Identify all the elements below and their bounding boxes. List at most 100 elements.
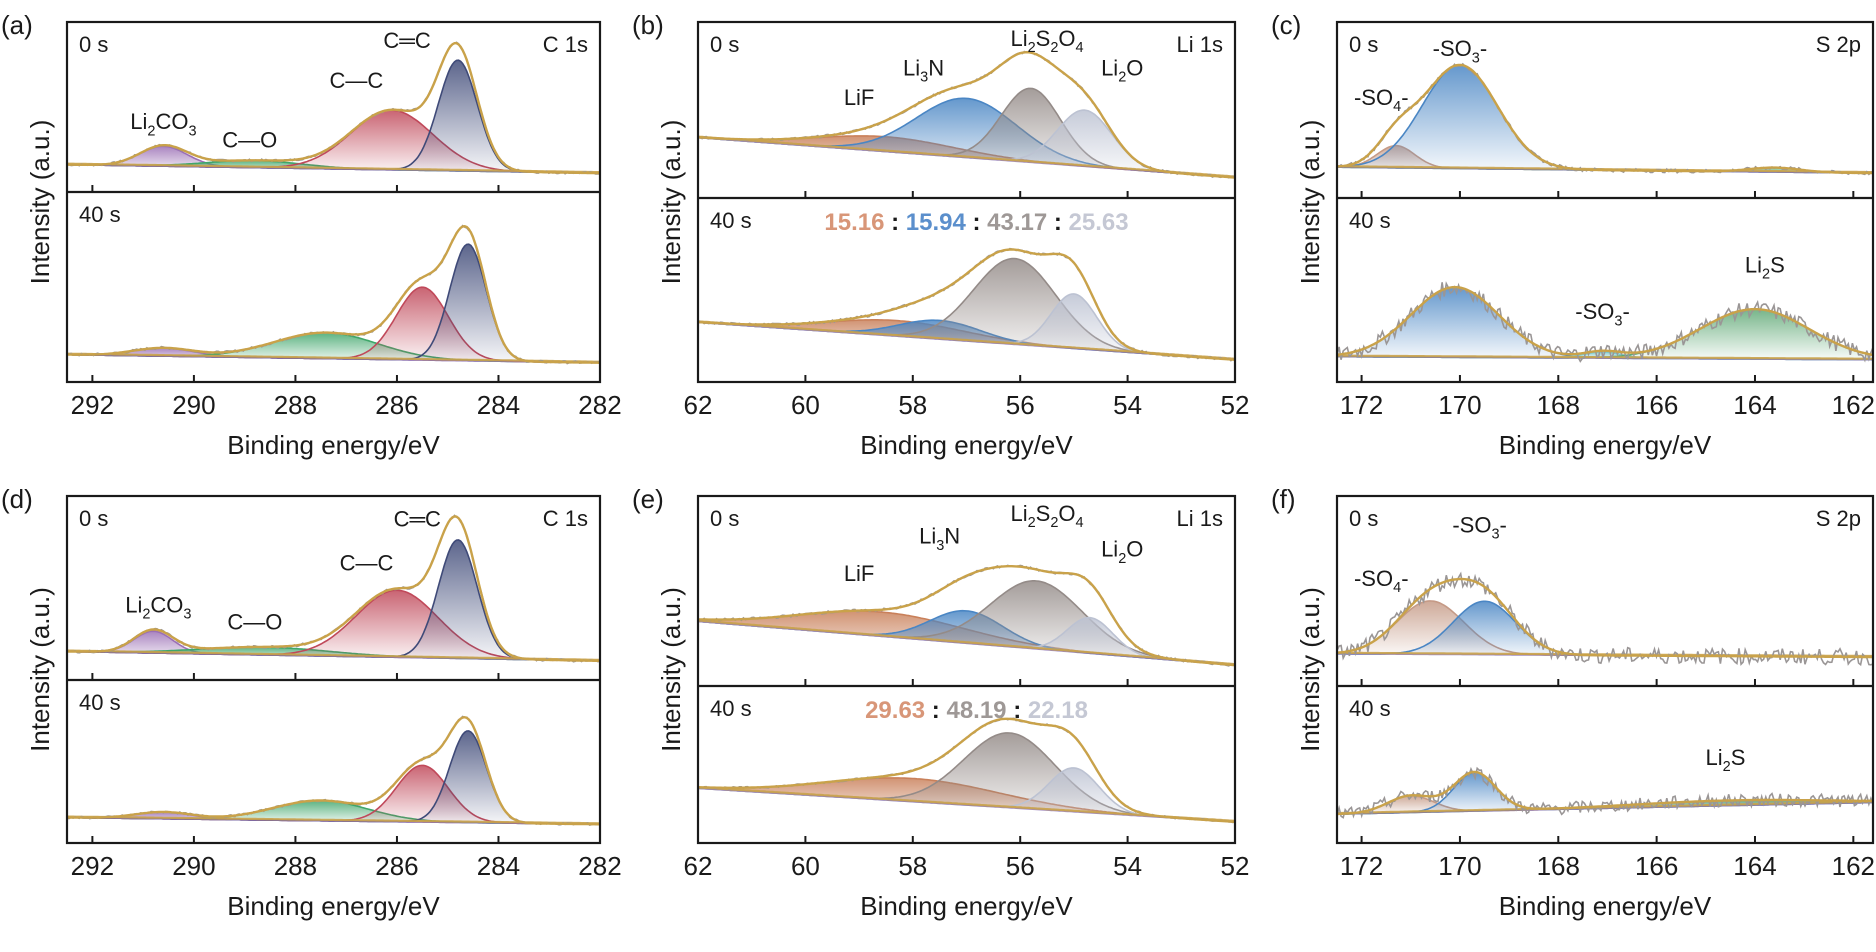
peak-annotation: C—O (227, 610, 282, 635)
x-tick-label: 164 (1733, 390, 1776, 420)
background-line (698, 619, 1235, 666)
x-tick-label: 286 (375, 851, 418, 881)
peak-fill-Li2O (698, 110, 1235, 178)
y-axis-label: Intensity (a.u.) (656, 587, 686, 752)
peak-annotation: -SO3- (1452, 512, 1507, 542)
time-label: 0 s (1349, 506, 1378, 531)
peak-fill--SO3- (1337, 772, 1873, 815)
area-ratio: 29.63 : 48.19 : 22.18 (865, 697, 1088, 724)
x-tick-label: 170 (1438, 390, 1481, 420)
x-axis-label: Binding energy/eV (860, 430, 1073, 460)
ratio-value: 48.19 (946, 697, 1006, 724)
panel-d: (d) Intensity (a.u.) Binding energy/eV 0 s C… (1, 484, 622, 921)
envelope-line (1337, 770, 1873, 816)
envelope-line (67, 715, 600, 826)
ratio-separator: : (925, 697, 946, 724)
peak-fill--SO3- (1337, 65, 1873, 174)
x-tick-label: 58 (898, 390, 927, 420)
panel-b: (b) Intensity (a.u.) Binding energy/eV 0 s L… (632, 10, 1249, 460)
x-tick-label: 284 (477, 390, 520, 420)
subplot-0s: 0 s Li 1s LiF Li3N Li2S2O4 Li2O (698, 26, 1235, 180)
time-label: 40 s (710, 696, 752, 721)
x-tick-label: 282 (578, 851, 621, 881)
spectrum (698, 717, 1235, 824)
peak-annotation: -SO4- (1354, 566, 1409, 596)
panel-e: (e) Intensity (a.u.) Binding energy/eV 0 s L… (632, 484, 1249, 921)
x-tick-label: 168 (1537, 390, 1580, 420)
peak-fill--SO4- (1337, 287, 1873, 360)
panel-f: (f) Intensity (a.u.) Binding energy/eV 0 s S… (1271, 484, 1875, 921)
subplot-40s: 40 s (67, 202, 600, 365)
plot-frame (696, 20, 1237, 384)
time-label: 40 s (79, 690, 121, 715)
subplot-0s: 0 s C 1s Li2CO3 C—O C—CC═C (67, 28, 600, 175)
peak-annotation: Li2S (1706, 745, 1746, 775)
peak-fill-C=C (67, 244, 600, 363)
core-level-label: Li 1s (1177, 32, 1223, 57)
background-line (67, 815, 600, 825)
peak-fill-C-O (67, 800, 600, 825)
x-tick-label: 62 (684, 390, 713, 420)
y-axis-label: Intensity (a.u.) (25, 587, 55, 752)
spectrum (67, 41, 600, 175)
time-label: 40 s (710, 208, 752, 233)
x-tick-label: 62 (684, 851, 713, 881)
peak-annotation: C═C (394, 507, 441, 532)
x-tick-label: 166 (1635, 390, 1678, 420)
envelope-line (698, 565, 1235, 667)
spectrum (1337, 62, 1873, 176)
ratio-separator: : (1007, 697, 1028, 724)
ratio-value: 22.18 (1028, 697, 1088, 724)
time-label: 40 s (1349, 696, 1391, 721)
background-line (1337, 354, 1873, 360)
x-tick-label: 172 (1340, 851, 1383, 881)
x-tick-label: 172 (1340, 390, 1383, 420)
core-level-label: C 1s (543, 32, 588, 57)
x-tick-label: 60 (791, 390, 820, 420)
subplot-40s: 40 s (67, 690, 600, 826)
plot-frame (1335, 20, 1875, 384)
peak-fill-C=C (67, 539, 600, 661)
spectrum (698, 50, 1235, 180)
ratio-separator: : (884, 209, 905, 236)
subplot-40s: 40 s 29.63 : 48.19 : 22.18 (698, 696, 1235, 824)
panel-label: (f) (1271, 484, 1296, 514)
spectrum (67, 224, 600, 365)
raw-data-line (1337, 766, 1873, 819)
subplot-0s: 0 s Li 1s LiF Li3N Li2S2O4 Li2O (698, 501, 1235, 667)
peak-fill--SO3- (1337, 601, 1873, 657)
x-tick-label: 54 (1113, 851, 1142, 881)
spectrum (67, 514, 600, 663)
y-axis-label: Intensity (a.u.) (656, 120, 686, 285)
x-tick-label: 170 (1438, 851, 1481, 881)
peak-annotation: Li2S2O4 (1010, 501, 1083, 531)
x-axis-label: Binding energy/eV (1499, 891, 1712, 921)
x-tick-label: 286 (375, 390, 418, 420)
plot-frame (696, 494, 1237, 845)
x-tick-label: 290 (172, 851, 215, 881)
peak-annotation: Li2CO3 (130, 109, 196, 139)
spectrum (1337, 281, 1873, 363)
peak-annotation: LiF (844, 85, 875, 110)
area-ratio: 15.16 : 15.94 : 43.17 : 25.63 (824, 209, 1128, 236)
envelope-line (67, 42, 600, 175)
time-label: 0 s (1349, 32, 1378, 57)
x-tick-label: 60 (791, 851, 820, 881)
x-tick-label: 52 (1221, 390, 1250, 420)
ratio-value: 15.94 (906, 209, 967, 236)
peak-fill-C-O (67, 332, 600, 363)
plot-frame (65, 20, 602, 384)
peak-fill-Li2S2O4 (698, 258, 1235, 360)
plot-frame (1335, 494, 1875, 845)
x-tick-label: 162 (1832, 390, 1875, 420)
plot-frame (65, 494, 602, 845)
background-line (698, 135, 1235, 178)
peak-annotation: Li2O (1101, 55, 1143, 85)
ratio-value: 43.17 (987, 209, 1047, 236)
x-tick-label: 58 (898, 851, 927, 881)
panel-label: (a) (1, 10, 33, 40)
x-tick-label: 54 (1113, 390, 1142, 420)
y-axis-label: Intensity (a.u.) (1295, 587, 1325, 752)
x-tick-label: 52 (1221, 851, 1250, 881)
